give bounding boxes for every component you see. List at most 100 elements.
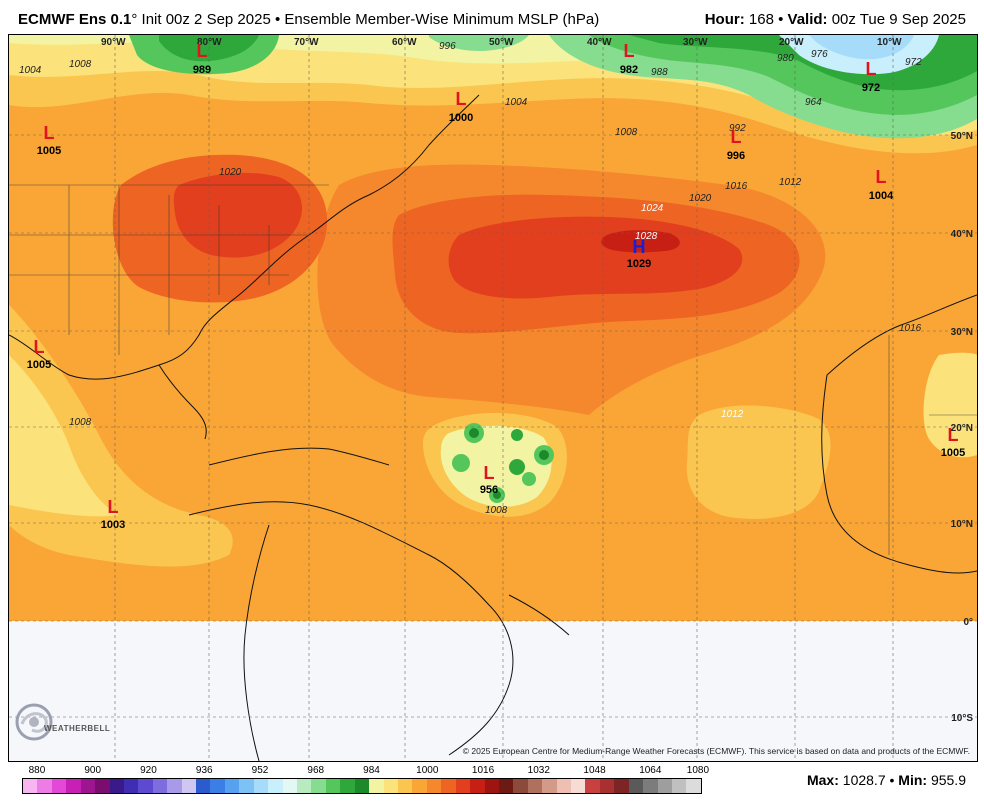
- colorbar-swatch: [282, 779, 298, 793]
- header-right: Hour: 168 • Valid: 00z Tue 9 Sep 2025: [705, 11, 966, 28]
- pressure-center-value: 1005: [941, 447, 965, 459]
- colorbar-swatch: [671, 779, 687, 793]
- degree-symbol: °: [131, 11, 138, 28]
- contour-label: 972: [905, 57, 922, 68]
- header-separator: •: [274, 11, 281, 28]
- pressure-center-letter: L: [44, 123, 55, 143]
- pressure-center-letter: L: [197, 41, 208, 61]
- mslp-map: 90°W 80°W 70°W 60°W 50°W 40°W 30°W 20°W …: [8, 34, 978, 762]
- colorbar-swatch: [253, 779, 269, 793]
- weatherbell-logo: WEATHERBELL: [14, 702, 110, 748]
- lon-label: 90°W: [101, 37, 126, 48]
- contour-label: 1008: [69, 417, 92, 428]
- pressure-center-value: 1005: [27, 359, 51, 371]
- lon-label: 40°W: [587, 37, 612, 48]
- pressure-center-value: 1005: [37, 145, 61, 157]
- coastlines: [9, 94, 977, 761]
- colorbar-swatch: [657, 779, 672, 793]
- pressure-center: L 1005: [27, 337, 51, 371]
- contour-labels: 1004 1008 1012 1016 1020 1024 1028 996 9…: [19, 41, 922, 516]
- colorbar-swatch: [527, 779, 543, 793]
- valid-label: Valid:: [787, 11, 828, 28]
- swirl-icon: [15, 703, 53, 741]
- colorbar-tick: 952: [251, 765, 269, 776]
- colorbar-swatch: [571, 779, 586, 793]
- contour-label: 1008: [485, 505, 508, 516]
- colorbar-swatch: [80, 779, 96, 793]
- pressure-center: L 982: [620, 41, 638, 76]
- low-icelandic-inner: [809, 35, 914, 60]
- pressure-center-letter: L: [34, 337, 45, 357]
- colorbar-swatch: [51, 779, 67, 793]
- colorbar-swatch: [239, 779, 254, 793]
- longitude-labels: 90°W 80°W 70°W 60°W 50°W 40°W 30°W 20°W …: [101, 37, 902, 48]
- pressure-center-letter: L: [876, 167, 887, 187]
- colorbar-swatch: [513, 779, 528, 793]
- pressure-center-letter: L: [456, 89, 467, 109]
- colorbar-swatch: [311, 779, 326, 793]
- contour-label: 1012: [721, 409, 744, 420]
- west-africa-low-band: [686, 405, 831, 519]
- colorbar-tick: 1000: [416, 765, 439, 776]
- colorbar-swatch: [37, 779, 52, 793]
- min-label: Min:: [898, 772, 928, 788]
- colorbar-swatch: [167, 779, 182, 793]
- sahara-low: [923, 352, 977, 458]
- pressure-center: L 1005: [941, 425, 965, 459]
- contour-label: 1004: [505, 97, 528, 108]
- colorbar-swatch: [686, 779, 701, 793]
- contour-label: 1028: [635, 231, 658, 242]
- pressure-center-value: 1000: [449, 112, 473, 124]
- contour-label: 1024: [641, 203, 664, 214]
- logo-text: WEATHERBELL: [44, 724, 111, 733]
- colorbar-swatch: [556, 779, 572, 793]
- tc-vortex-3: [452, 454, 470, 472]
- tc-vortex-4: [509, 459, 525, 475]
- colorbar-labels: 880 900 920 936 952 968 984 1000 1016 10…: [22, 765, 709, 777]
- tc-vortex-2-core: [539, 450, 549, 460]
- map-canvas: 90°W 80°W 70°W 60°W 50°W 40°W 30°W 20°W …: [9, 35, 977, 761]
- field-stats: Max: 1028.7 • Min: 955.9: [807, 772, 966, 788]
- lat-label: 30°N: [951, 327, 973, 338]
- pressure-center: L 1004: [869, 167, 894, 202]
- pressure-center: L 989: [193, 41, 211, 76]
- no-data-region: [9, 621, 977, 761]
- high-band-1028: [601, 230, 680, 253]
- colorbar-swatch: [412, 779, 427, 793]
- lat-label: 0°: [963, 617, 973, 628]
- pressure-center: L 1005: [37, 123, 61, 157]
- colorbar-swatch: [614, 779, 629, 793]
- colorbar-tick: 936: [195, 765, 213, 776]
- lon-label: 80°W: [197, 37, 222, 48]
- product-text: Ensemble Member-Wise Minimum MSLP (hPa): [284, 11, 600, 28]
- contour-label: 988: [651, 67, 668, 78]
- pressure-center-value: 982: [620, 64, 638, 76]
- colorbar-swatch: [95, 779, 110, 793]
- low-green-central: [429, 35, 529, 51]
- pressure-centers: L 989 L 982 L 972 L 1000 L 996 L 1004: [27, 41, 965, 531]
- header-left: ECMWF Ens 0.1° Init 00z 2 Sep 2025 • Ens…: [18, 11, 599, 28]
- contour-label: 1012: [779, 177, 802, 188]
- colorbar-swatch: [369, 779, 384, 793]
- colorbar-swatch: [441, 779, 456, 793]
- max-value: 1028.7: [842, 772, 886, 788]
- colorbar-swatch: [297, 779, 312, 793]
- init-text: Init 00z 2 Sep 2025: [141, 11, 271, 28]
- contour-label: 1008: [615, 127, 638, 138]
- contour-label: 976: [811, 49, 828, 60]
- colorbar-swatch: [498, 779, 514, 793]
- lat-label: 50°N: [951, 131, 973, 142]
- contour-label: 980: [777, 53, 794, 64]
- colorbar-swatch: [383, 779, 398, 793]
- pressure-center: H 1029: [627, 237, 651, 270]
- colorbar-swatch: [599, 779, 615, 793]
- contour-label: 1020: [219, 167, 242, 178]
- colorbar-tick: 1064: [639, 765, 662, 776]
- pressure-center-value: 1003: [101, 519, 125, 531]
- lon-label: 10°W: [877, 37, 902, 48]
- copyright-credit: © 2025 European Centre for Medium-Range …: [462, 746, 970, 756]
- pressure-center-letter: L: [108, 497, 119, 517]
- colorbar-swatch: [354, 779, 370, 793]
- colorbar-swatch: [138, 779, 153, 793]
- lat-label: 10°S: [951, 713, 973, 724]
